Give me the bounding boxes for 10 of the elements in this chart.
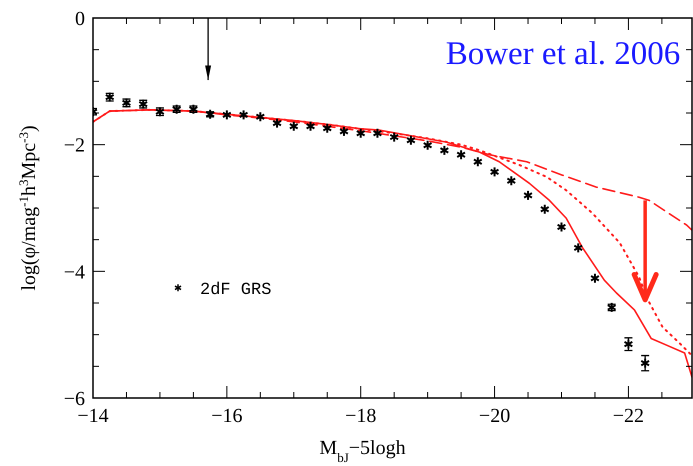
y-tick-label: −4: [64, 261, 85, 284]
x-tick-label: −18: [345, 405, 376, 427]
x-tick-label: −20: [478, 405, 510, 427]
y-tick-label: 0: [75, 8, 85, 30]
text: Bower et al. 2006: [446, 36, 680, 72]
x-axis-title: M$_{bJ}$−5logh: [319, 437, 406, 464]
legend-label: 2dF GRS: [200, 280, 272, 300]
x-tick-label: −22: [612, 405, 644, 427]
y-tick-label: −2: [64, 134, 85, 157]
x-tick-label: −16: [211, 405, 242, 427]
